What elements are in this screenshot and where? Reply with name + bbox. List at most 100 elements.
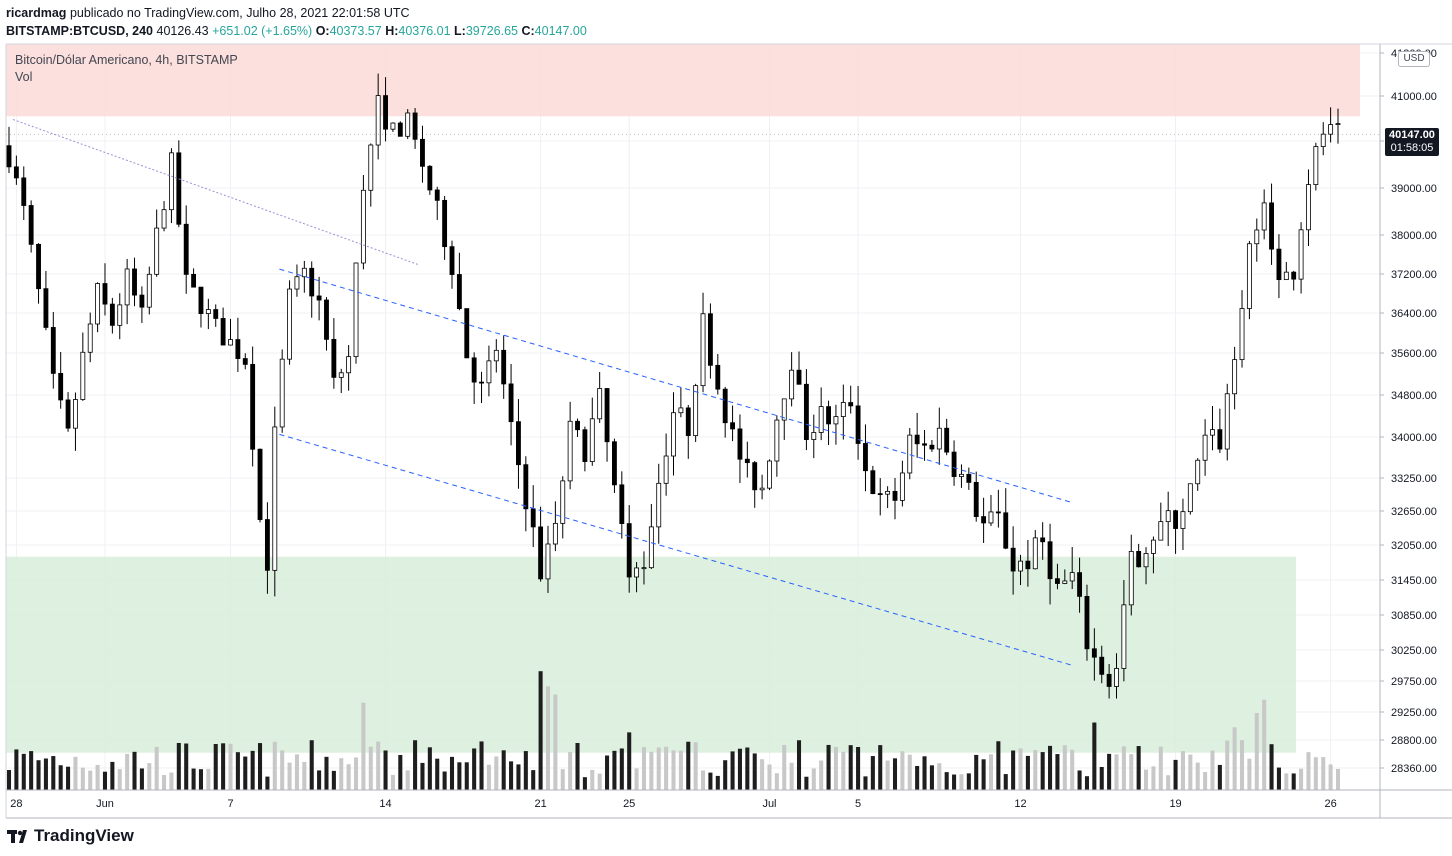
candle-body-176 bbox=[1306, 184, 1311, 231]
volume-bar-85 bbox=[634, 768, 639, 790]
price-tick-label-12: 32050.00 bbox=[1391, 540, 1437, 552]
author-name[interactable]: ricardmag bbox=[6, 6, 67, 20]
candle-151 bbox=[1121, 580, 1127, 682]
candle-body-109 bbox=[811, 432, 817, 440]
volume-bar-90 bbox=[671, 750, 676, 790]
candle-108 bbox=[803, 369, 809, 451]
candle-body-6 bbox=[50, 327, 56, 374]
volume-bar-67 bbox=[501, 750, 506, 790]
tradingview-logo[interactable]: TradingView bbox=[7, 826, 134, 846]
candle-body-54 bbox=[405, 112, 411, 137]
candle-body-4 bbox=[36, 243, 41, 290]
candle-body-86 bbox=[641, 567, 647, 570]
candle-96 bbox=[715, 353, 721, 395]
brand-name: TradingView bbox=[34, 826, 134, 845]
candle-87 bbox=[648, 504, 654, 570]
volume-bar-53 bbox=[398, 755, 403, 790]
candle-19 bbox=[146, 266, 152, 315]
candle-53 bbox=[397, 121, 403, 137]
volume-bar-83 bbox=[619, 748, 624, 790]
candle-114 bbox=[848, 385, 854, 414]
candle-9 bbox=[73, 392, 78, 451]
volume-bar-66 bbox=[494, 756, 499, 790]
candle-153 bbox=[1136, 543, 1142, 568]
volume-bar-38 bbox=[287, 762, 292, 790]
price-tick-label-7: 35600.00 bbox=[1391, 348, 1437, 360]
candle-155 bbox=[1150, 536, 1156, 574]
candle-145 bbox=[1077, 557, 1083, 613]
candle-55 bbox=[412, 108, 418, 149]
volume-bar-133 bbox=[988, 754, 994, 790]
volume-bar-176 bbox=[1306, 752, 1311, 790]
candle-body-138 bbox=[1025, 560, 1031, 570]
candle-3 bbox=[28, 200, 34, 253]
candle-body-103 bbox=[767, 460, 772, 489]
close-label: C: bbox=[521, 24, 535, 38]
candle-122 bbox=[907, 428, 913, 480]
volume-bar-154 bbox=[1144, 769, 1149, 790]
candle-177 bbox=[1313, 142, 1319, 191]
candle-68 bbox=[508, 363, 514, 446]
low-value: 39726.65 bbox=[465, 24, 518, 38]
volume-bar-159 bbox=[1180, 751, 1185, 790]
price-tick-label-15: 30250.00 bbox=[1391, 645, 1437, 657]
candle-149 bbox=[1106, 664, 1112, 699]
candle-body-38 bbox=[287, 288, 292, 360]
volume-bar-97 bbox=[723, 760, 728, 790]
volume-bar-1 bbox=[14, 749, 19, 790]
currency-badge[interactable]: USD bbox=[1398, 51, 1430, 67]
candle-body-33 bbox=[250, 363, 256, 450]
volume-bar-16 bbox=[125, 753, 130, 790]
candle-25 bbox=[191, 268, 197, 288]
volume-bar-102 bbox=[760, 759, 765, 790]
candle-73 bbox=[545, 525, 551, 593]
candle-103 bbox=[767, 459, 772, 491]
candle-body-115 bbox=[855, 405, 861, 444]
volume-bar-25 bbox=[191, 768, 196, 790]
candle-body-146 bbox=[1084, 595, 1090, 650]
candle-116 bbox=[863, 424, 868, 492]
volume-bar-129 bbox=[959, 774, 964, 790]
volume-bar-143 bbox=[1062, 745, 1067, 790]
bar-countdown: 01:58:05 bbox=[1390, 142, 1434, 154]
volume-label[interactable]: Vol bbox=[15, 70, 33, 84]
series-title[interactable]: Bitcoin/Dólar Americano, 4h, BITSTAMP bbox=[15, 53, 238, 67]
candle-body-159 bbox=[1180, 511, 1186, 529]
candle-123 bbox=[914, 412, 920, 458]
candle-124 bbox=[922, 429, 927, 461]
candle-2 bbox=[21, 166, 27, 220]
volume-bar-78 bbox=[582, 777, 587, 790]
candle-body-15 bbox=[117, 304, 123, 326]
candle-body-152 bbox=[1128, 550, 1134, 606]
candle-body-132 bbox=[981, 516, 987, 524]
volume-bar-61 bbox=[457, 762, 462, 790]
volume-bar-121 bbox=[900, 751, 905, 790]
volume-bar-68 bbox=[509, 761, 514, 790]
volume-bar-172 bbox=[1276, 767, 1281, 790]
open-value: 40373.57 bbox=[329, 24, 382, 38]
candle-body-165 bbox=[1224, 393, 1230, 450]
candle-105 bbox=[781, 398, 787, 440]
symbol-label[interactable]: BITSTAMP:BTCUSD, 240 bbox=[6, 24, 154, 38]
candle-body-89 bbox=[663, 455, 669, 484]
candle-body-139 bbox=[1032, 537, 1038, 570]
volume-bar-34 bbox=[258, 743, 263, 790]
candle-body-67 bbox=[501, 349, 507, 385]
candle-body-108 bbox=[803, 383, 809, 440]
candle-128 bbox=[951, 440, 957, 486]
candle-47 bbox=[353, 262, 359, 364]
close-value: 40147.00 bbox=[534, 24, 587, 38]
volume-bar-136 bbox=[1011, 750, 1016, 790]
candle-body-13 bbox=[102, 283, 108, 305]
time-tick-label-7: 5 bbox=[855, 798, 861, 810]
volume-bar-113 bbox=[841, 751, 846, 790]
volume-bar-5 bbox=[43, 758, 48, 790]
price-tick-label-1: 41000.00 bbox=[1391, 91, 1437, 103]
candle-129 bbox=[959, 464, 964, 488]
volume-bar-32 bbox=[243, 756, 248, 790]
candle-168 bbox=[1246, 240, 1252, 320]
volume-bar-42 bbox=[317, 770, 322, 790]
volume-bar-76 bbox=[568, 752, 573, 790]
candle-body-155 bbox=[1150, 539, 1156, 554]
